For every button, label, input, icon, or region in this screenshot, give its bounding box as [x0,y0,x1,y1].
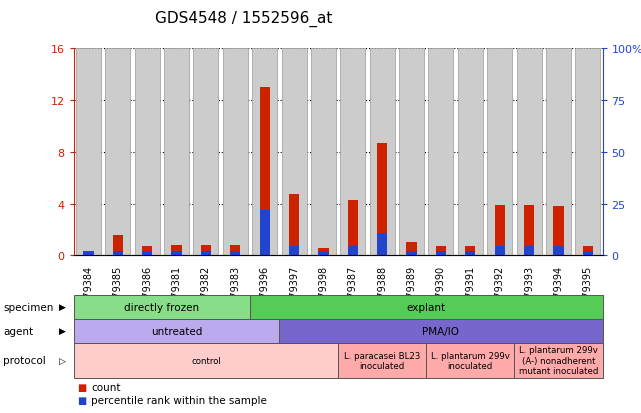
Bar [399,49,424,256]
Bar [495,205,505,256]
Bar [76,49,101,256]
Text: directly frozen: directly frozen [124,302,199,312]
Text: GDS4548 / 1552596_at: GDS4548 / 1552596_at [155,10,332,26]
Bar [135,49,160,256]
Text: ▶: ▶ [59,302,65,311]
Bar [377,234,387,256]
Bar [289,195,299,256]
Text: L. plantarum 299v
(A-) nonadherent
mutant inoculated: L. plantarum 299v (A-) nonadherent mutan… [519,346,598,375]
Bar [370,49,395,256]
Bar [105,49,130,256]
Bar [406,251,417,256]
Text: count: count [91,382,121,392]
Bar [74,343,338,378]
Bar [201,251,211,256]
Bar [406,243,417,256]
Bar [311,49,336,256]
Text: L. plantarum 299v
inoculated: L. plantarum 299v inoculated [431,351,510,370]
Bar [250,295,603,319]
Bar [289,247,299,256]
Bar [223,49,248,256]
Bar [546,49,571,256]
Text: ■: ■ [77,382,86,392]
Bar [338,343,426,378]
Text: ▶: ▶ [59,326,65,335]
Bar [252,49,277,256]
Bar [583,246,593,256]
Text: percentile rank within the sample: percentile rank within the sample [91,395,267,405]
Bar [465,251,476,256]
Bar [319,248,329,256]
Bar [201,245,211,256]
Bar [426,343,514,378]
Bar [83,251,94,256]
Bar [436,247,446,256]
Text: PMA/IO: PMA/IO [422,326,460,336]
Bar [230,245,240,256]
Bar [458,49,483,256]
Bar [436,251,446,256]
Bar [553,206,563,256]
Bar [553,247,563,256]
Bar [487,49,512,256]
Bar [113,235,123,256]
Bar [465,246,476,256]
Bar [347,200,358,256]
Text: untreated: untreated [151,326,202,336]
Bar [340,49,365,256]
Text: L. paracasei BL23
inoculated: L. paracasei BL23 inoculated [344,351,420,370]
Text: specimen: specimen [3,302,54,312]
Bar [142,247,153,256]
Text: agent: agent [3,326,33,336]
Bar [279,319,603,343]
Bar [260,211,270,256]
Bar [74,319,279,343]
Bar [347,247,358,256]
Bar [142,251,153,256]
Bar [171,251,181,256]
Text: protocol: protocol [3,355,46,366]
Bar [517,49,542,256]
Bar [495,247,505,256]
Bar [524,247,534,256]
Bar [194,49,219,256]
Bar [319,251,329,256]
Bar [524,206,534,256]
Bar [576,49,601,256]
Bar [514,343,603,378]
Bar [83,251,94,256]
Text: control: control [191,356,221,365]
Text: explant: explant [406,302,446,312]
Text: ■: ■ [77,395,86,405]
Bar [583,251,593,256]
Bar [113,251,123,256]
Bar [428,49,453,256]
Bar [74,295,250,319]
Bar [281,49,306,256]
Bar [260,88,270,256]
Text: ▷: ▷ [59,356,65,365]
Bar [377,143,387,256]
Bar [230,251,240,256]
Bar [164,49,189,256]
Bar [171,245,181,256]
